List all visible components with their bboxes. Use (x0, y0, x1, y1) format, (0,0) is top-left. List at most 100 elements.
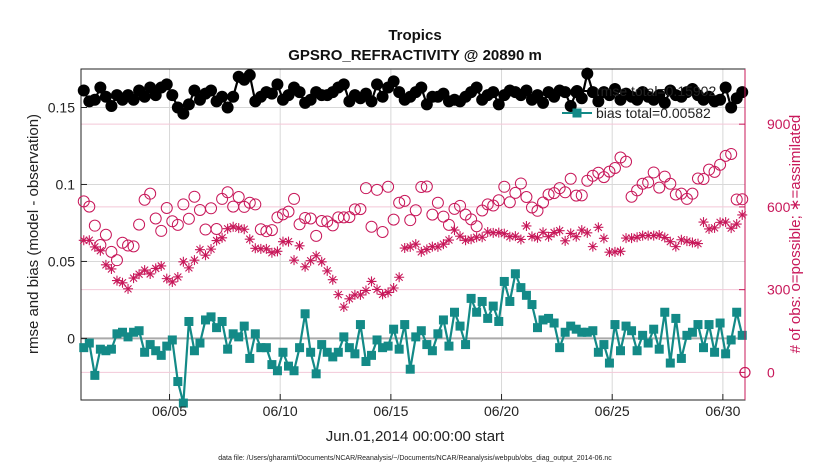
possible-obs-point (304, 212, 317, 225)
possible-obs-point (509, 186, 522, 199)
possible-obs-point (653, 181, 666, 194)
assimilated-obs-point (383, 287, 394, 298)
bias-point (638, 330, 648, 340)
assimilated-obs-point (421, 244, 432, 255)
assimilated-obs-point (676, 234, 687, 245)
assimilated-obs-point (106, 263, 117, 274)
bias-point (610, 320, 620, 330)
assimilated-obs-point (731, 219, 742, 230)
assimilated-obs-point (604, 247, 615, 258)
bias-point (726, 335, 736, 345)
x-axis-label: Jun.01,2014 00:00:00 start (326, 428, 505, 445)
assimilated-obs-point (687, 237, 698, 248)
assimilated-obs-point (571, 231, 582, 242)
possible-obs-point (348, 203, 361, 216)
assimilated-obs-point (532, 232, 543, 243)
bias-point (549, 318, 559, 328)
bias-point (704, 320, 714, 330)
assimilated-obs-point (217, 232, 228, 243)
assimilated-obs-point (327, 274, 338, 285)
possible-obs-point (736, 193, 749, 206)
possible-obs-point (144, 187, 157, 200)
bias-point (510, 269, 520, 279)
assimilated-obs-point (277, 236, 288, 247)
bias-point (234, 332, 244, 342)
assimilated-obs-point (582, 227, 593, 238)
possible-obs-point (448, 202, 461, 215)
assimilated-obs-point (471, 232, 482, 243)
possible-obs-point (647, 166, 660, 179)
possible-obs-point (415, 181, 428, 194)
bias-point (521, 290, 531, 300)
assimilated-obs-point (405, 241, 416, 252)
possible-obs-point (608, 162, 621, 175)
bias-point (483, 313, 493, 323)
assimilated-obs-point (449, 225, 460, 236)
bias-point (488, 301, 498, 311)
bias-point (272, 366, 282, 376)
bias-point (721, 349, 731, 359)
possible-obs-point (326, 219, 339, 232)
y-axis-label: rmse and bias (model - observation) (25, 114, 42, 354)
bias-point (261, 343, 271, 353)
bias-point (588, 326, 598, 336)
assimilated-obs-point (222, 223, 233, 234)
possible-obs-point (625, 190, 638, 203)
assimilated-obs-point (410, 239, 421, 250)
x-axis-ticks: 06/05 06/10 06/15 06/20 06/25 06/30 (152, 394, 741, 419)
bias-point (604, 358, 614, 368)
possible-obs-point (282, 205, 295, 218)
rmse-point (371, 78, 384, 91)
possible-obs-point (714, 158, 727, 171)
bias-point (184, 316, 194, 326)
possible-obs-point (288, 192, 301, 205)
bias-point (328, 352, 338, 362)
bias-point (394, 344, 404, 354)
assimilated-obs-point (438, 239, 449, 250)
bias-point (676, 353, 686, 363)
legend-bias-label: bias total=0.00582 (596, 105, 711, 121)
data-file-footnote: data file: /Users/gharamti/Documents/NCA… (218, 455, 612, 462)
assimilated-obs-point (709, 222, 720, 233)
y-right-axis-ticks: 0 300 600 900 (739, 69, 791, 400)
bias-point (378, 343, 388, 353)
assimilated-obs-point (737, 209, 748, 220)
rmse-point (271, 78, 284, 91)
possible-obs-point (520, 190, 533, 203)
bias-point (106, 344, 116, 354)
assimilated-obs-point (228, 221, 239, 232)
assimilated-obs-point (692, 238, 703, 249)
possible-obs-point (88, 219, 101, 232)
assimilated-obs-point (477, 232, 488, 243)
possible-obs-point (188, 190, 201, 203)
possible-obs-point (636, 177, 649, 190)
obs-count-layer (77, 147, 749, 313)
possible-obs-point (570, 189, 583, 202)
assimilated-obs-point (189, 255, 200, 266)
bias-point (422, 340, 432, 350)
bias-point (616, 346, 625, 356)
rmse-point (216, 90, 229, 103)
possible-obs-point (354, 203, 367, 216)
rmse-point (537, 96, 550, 109)
chart-subtitle: GPSRO_REFRACTIVITY @ 20890 m (288, 47, 542, 64)
bias-point (300, 309, 310, 319)
x-tick-label: 06/10 (263, 403, 298, 419)
y-tick-label: 0.05 (48, 253, 75, 269)
possible-obs-point (276, 208, 289, 221)
assimilated-obs-point (598, 233, 609, 244)
assimilated-obs-point (167, 276, 178, 287)
bias-point (295, 343, 305, 353)
bias-point (156, 350, 166, 360)
rmse-series-layer (77, 67, 749, 120)
possible-obs-point (160, 202, 173, 215)
assimilated-obs-point (261, 243, 272, 254)
bias-point (189, 346, 199, 356)
possible-obs-point (299, 211, 312, 224)
bias-point (217, 316, 227, 326)
possible-obs-point (83, 200, 96, 213)
rmse-point (387, 75, 400, 88)
possible-obs-point (503, 196, 516, 209)
possible-obs-point (232, 190, 245, 203)
bias-point (682, 330, 692, 340)
